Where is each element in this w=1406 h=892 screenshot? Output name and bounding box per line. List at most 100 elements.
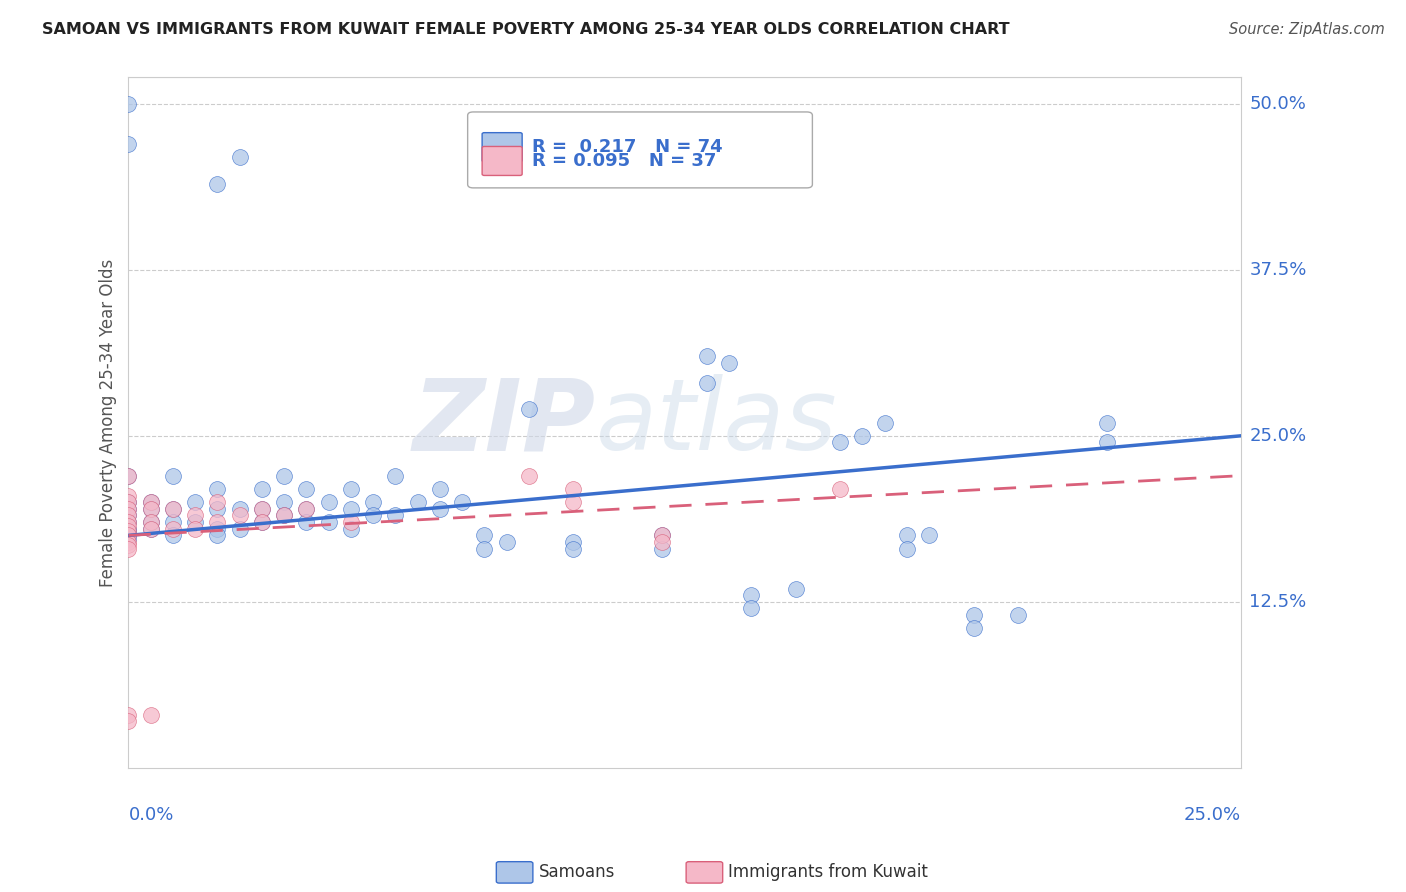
Point bbox=[1095, 416, 1118, 430]
Point bbox=[562, 482, 585, 496]
Point bbox=[340, 482, 363, 496]
Point bbox=[162, 501, 184, 516]
Point bbox=[340, 515, 363, 529]
Point bbox=[361, 495, 384, 509]
Point bbox=[117, 528, 139, 542]
Text: R = 0.095   N = 37: R = 0.095 N = 37 bbox=[531, 152, 717, 170]
Point bbox=[273, 495, 295, 509]
Point bbox=[117, 538, 139, 552]
Point bbox=[117, 519, 139, 533]
Text: 37.5%: 37.5% bbox=[1250, 261, 1306, 279]
Point bbox=[962, 621, 984, 635]
Text: Samoans: Samoans bbox=[538, 863, 614, 881]
Point bbox=[873, 416, 896, 430]
Point bbox=[651, 528, 673, 542]
Point bbox=[896, 541, 918, 556]
Point bbox=[472, 528, 495, 542]
Point bbox=[250, 482, 273, 496]
FancyBboxPatch shape bbox=[482, 146, 522, 176]
Point bbox=[250, 501, 273, 516]
Point bbox=[117, 707, 139, 722]
Point bbox=[717, 356, 740, 370]
Point bbox=[228, 501, 250, 516]
Point bbox=[117, 524, 139, 539]
Point bbox=[228, 522, 250, 536]
Point bbox=[785, 582, 807, 596]
Point bbox=[162, 468, 184, 483]
Text: R =  0.217   N = 74: R = 0.217 N = 74 bbox=[531, 138, 723, 156]
Point bbox=[117, 495, 139, 509]
Point bbox=[117, 508, 139, 523]
Point bbox=[517, 468, 540, 483]
Point bbox=[184, 515, 207, 529]
Point bbox=[295, 482, 318, 496]
Point bbox=[295, 501, 318, 516]
Point bbox=[295, 501, 318, 516]
Point bbox=[139, 515, 162, 529]
Point bbox=[651, 541, 673, 556]
Point bbox=[273, 468, 295, 483]
Point bbox=[117, 515, 139, 529]
Text: ZIP: ZIP bbox=[412, 374, 596, 471]
Point bbox=[117, 501, 139, 516]
Point bbox=[117, 468, 139, 483]
Point bbox=[1095, 435, 1118, 450]
Point bbox=[562, 541, 585, 556]
Point bbox=[117, 508, 139, 523]
Point bbox=[117, 533, 139, 547]
Point bbox=[830, 435, 852, 450]
Point bbox=[740, 601, 762, 615]
Point bbox=[139, 501, 162, 516]
Point bbox=[139, 501, 162, 516]
Point bbox=[117, 528, 139, 542]
Point bbox=[406, 495, 429, 509]
Point bbox=[429, 501, 451, 516]
Point bbox=[207, 482, 229, 496]
Point bbox=[495, 535, 517, 549]
Point bbox=[340, 501, 363, 516]
Point bbox=[139, 522, 162, 536]
Point bbox=[117, 468, 139, 483]
Point bbox=[472, 541, 495, 556]
Point bbox=[162, 522, 184, 536]
Point bbox=[273, 508, 295, 523]
Point bbox=[451, 495, 474, 509]
Point bbox=[696, 376, 718, 390]
Point bbox=[896, 528, 918, 542]
Point bbox=[162, 501, 184, 516]
Text: 25.0%: 25.0% bbox=[1184, 805, 1240, 823]
Point bbox=[117, 501, 139, 516]
Point bbox=[207, 528, 229, 542]
Point bbox=[228, 508, 250, 523]
Text: 25.0%: 25.0% bbox=[1250, 427, 1306, 445]
Point bbox=[562, 495, 585, 509]
Point bbox=[318, 495, 340, 509]
Point bbox=[117, 136, 139, 151]
Point bbox=[207, 495, 229, 509]
Point bbox=[139, 495, 162, 509]
Point bbox=[207, 501, 229, 516]
Point bbox=[139, 522, 162, 536]
Point bbox=[1007, 608, 1029, 623]
Point bbox=[851, 429, 873, 443]
Point bbox=[117, 714, 139, 729]
Point bbox=[250, 501, 273, 516]
Point bbox=[117, 515, 139, 529]
Point bbox=[117, 495, 139, 509]
Point bbox=[117, 524, 139, 539]
Point bbox=[651, 535, 673, 549]
Point bbox=[651, 528, 673, 542]
Point bbox=[318, 515, 340, 529]
Text: 12.5%: 12.5% bbox=[1250, 593, 1306, 611]
Point bbox=[207, 515, 229, 529]
Point bbox=[162, 515, 184, 529]
Point bbox=[429, 482, 451, 496]
Point bbox=[384, 508, 406, 523]
Point bbox=[139, 495, 162, 509]
Text: 0.0%: 0.0% bbox=[128, 805, 174, 823]
Point bbox=[517, 402, 540, 417]
Point bbox=[562, 535, 585, 549]
Point bbox=[696, 349, 718, 363]
Point bbox=[340, 522, 363, 536]
Text: SAMOAN VS IMMIGRANTS FROM KUWAIT FEMALE POVERTY AMONG 25-34 YEAR OLDS CORRELATIO: SAMOAN VS IMMIGRANTS FROM KUWAIT FEMALE … bbox=[42, 22, 1010, 37]
